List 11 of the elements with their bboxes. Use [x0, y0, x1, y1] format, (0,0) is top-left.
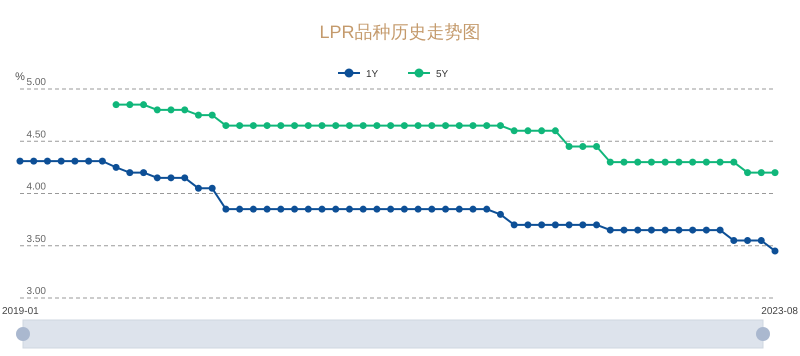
y-tick-label: 4.50 [26, 129, 46, 140]
legend-label: 1Y [366, 69, 379, 80]
x-tick-label: 2019-01 [2, 306, 40, 317]
x-tick-label: 2023-08 [761, 306, 798, 317]
chart-title: LPR品种历史走势图 [319, 22, 481, 42]
y-tick-label: 5.00 [26, 77, 46, 88]
y-axis-title: % [15, 71, 26, 83]
legend-label: 5Y [436, 69, 449, 80]
y-tick-label: 3.50 [26, 234, 46, 245]
y-tick-label: 3.00 [26, 286, 46, 297]
y-tick-label: 4.00 [26, 182, 46, 192]
